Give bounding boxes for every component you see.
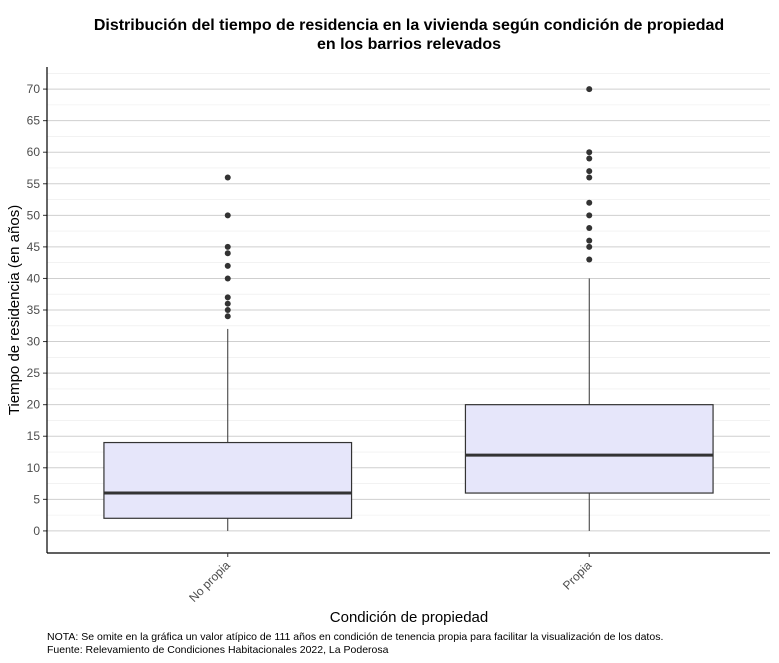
y-tick-label: 70: [27, 82, 41, 96]
y-tick-label: 65: [27, 114, 41, 128]
iqr-box: [103, 441, 353, 519]
chart-source: Fuente: Relevamiento de Condiciones Habi…: [47, 644, 389, 656]
y-tick-label: 25: [27, 366, 41, 380]
outlier-point: [586, 256, 593, 263]
y-tick-labels: 0 5 10 15 20 25 30 35 40 45 50 55 60 65 70: [27, 82, 41, 538]
y-tick-label: 60: [27, 145, 41, 159]
y-tick-label: 20: [27, 398, 41, 412]
grid-lines: [47, 73, 770, 532]
y-tick-label: 0: [33, 524, 40, 538]
x-axis-title: Condición de propiedad: [330, 609, 488, 626]
y-tick-label: 40: [27, 271, 41, 285]
chart-title-line-1: Distribución del tiempo de residencia en…: [94, 17, 724, 34]
y-tick-label: 50: [27, 208, 41, 222]
y-tick-label: 45: [27, 240, 41, 254]
outlier-point: [586, 237, 593, 244]
x-tick-label: Propia: [560, 558, 595, 593]
y-tick-label: 35: [27, 303, 41, 317]
chart-title-line-2: en los barrios relevados: [317, 36, 501, 53]
outlier-point: [586, 168, 593, 175]
outlier-point: [586, 174, 593, 181]
y-tick-label: 15: [27, 429, 41, 443]
outlier-point: [224, 275, 231, 282]
outlier-point: [224, 250, 231, 257]
x-tick-labels: No propia Propia: [186, 558, 594, 605]
outlier-point: [586, 224, 593, 231]
box-no-propia: [103, 174, 353, 531]
outlier-point: [586, 86, 593, 93]
boxes-layer: [103, 86, 714, 531]
outlier-point: [586, 149, 593, 156]
chart-note: NOTA: Se omite en la gráfica un valor at…: [47, 631, 663, 643]
axes-layer: [43, 67, 770, 557]
y-tick-label: 55: [27, 177, 41, 191]
outlier-point: [224, 174, 231, 181]
box-propia: [464, 86, 714, 531]
outlier-point: [224, 243, 231, 250]
outlier-point: [586, 155, 593, 162]
y-tick-label: 5: [33, 492, 40, 506]
y-axis-title: Tiempo de residencia (en años): [6, 205, 23, 415]
outlier-point: [224, 313, 231, 320]
outlier-point: [586, 212, 593, 219]
outlier-point: [224, 300, 231, 307]
x-tick-label: No propia: [186, 558, 233, 605]
outlier-point: [586, 243, 593, 250]
outlier-point: [224, 307, 231, 313]
outlier-point: [224, 294, 231, 301]
outlier-point: [586, 199, 593, 206]
iqr-box: [464, 404, 714, 494]
outlier-point: [224, 262, 231, 269]
outlier-point: [224, 212, 231, 219]
y-tick-label: 30: [27, 335, 41, 349]
y-tick-label: 10: [27, 461, 41, 475]
